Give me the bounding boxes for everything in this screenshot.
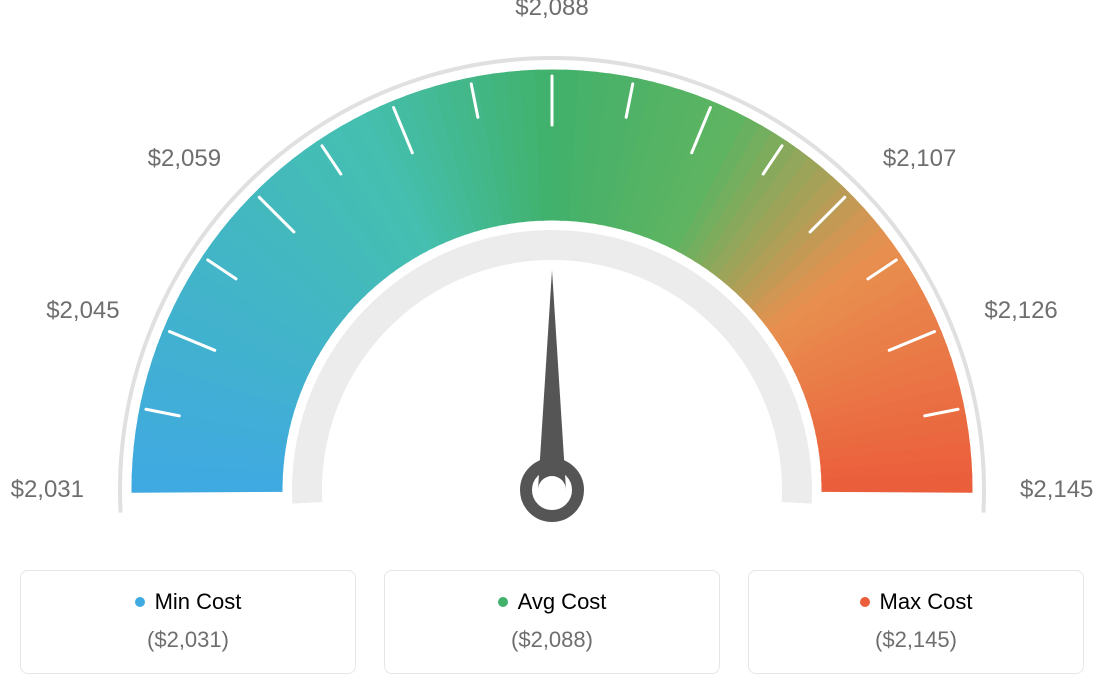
dot-icon bbox=[860, 597, 870, 607]
legend-row: Min Cost ($2,031) Avg Cost ($2,088) Max … bbox=[20, 570, 1084, 674]
legend-max-value: ($2,145) bbox=[773, 627, 1059, 653]
gauge-tick-label: $2,088 bbox=[515, 0, 588, 22]
legend-min-label: Min Cost bbox=[155, 589, 242, 615]
legend-avg-label: Avg Cost bbox=[518, 589, 607, 615]
gauge-tick-label: $2,126 bbox=[984, 297, 1057, 325]
gauge-tick-label: $2,059 bbox=[148, 145, 221, 173]
legend-avg-value: ($2,088) bbox=[409, 627, 695, 653]
dot-icon bbox=[135, 597, 145, 607]
gauge-tick-label: $2,045 bbox=[46, 297, 119, 325]
legend-min-value: ($2,031) bbox=[45, 627, 331, 653]
legend-max-box: Max Cost ($2,145) bbox=[748, 570, 1084, 674]
gauge-chart-container: $2,031$2,045$2,059$2,088$2,107$2,126$2,1… bbox=[20, 20, 1084, 674]
legend-max-title: Max Cost bbox=[860, 589, 973, 615]
gauge-area: $2,031$2,045$2,059$2,088$2,107$2,126$2,1… bbox=[20, 20, 1084, 540]
dot-icon bbox=[498, 597, 508, 607]
gauge-tick-label: $2,145 bbox=[1020, 476, 1093, 504]
legend-min-title: Min Cost bbox=[135, 589, 242, 615]
legend-avg-box: Avg Cost ($2,088) bbox=[384, 570, 720, 674]
gauge-svg bbox=[20, 20, 1084, 540]
legend-max-label: Max Cost bbox=[880, 589, 973, 615]
legend-avg-title: Avg Cost bbox=[498, 589, 607, 615]
gauge-tick-label: $2,031 bbox=[11, 476, 84, 504]
legend-min-box: Min Cost ($2,031) bbox=[20, 570, 356, 674]
gauge-tick-label: $2,107 bbox=[883, 145, 956, 173]
